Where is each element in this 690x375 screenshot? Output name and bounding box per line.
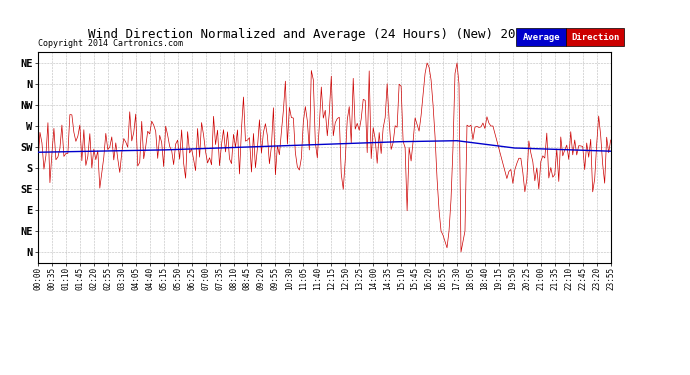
Text: Direction: Direction <box>571 33 620 42</box>
Text: Average: Average <box>522 33 560 42</box>
Text: Wind Direction Normalized and Average (24 Hours) (New) 20140526: Wind Direction Normalized and Average (2… <box>88 28 560 41</box>
Text: Copyright 2014 Cartronics.com: Copyright 2014 Cartronics.com <box>38 39 183 48</box>
